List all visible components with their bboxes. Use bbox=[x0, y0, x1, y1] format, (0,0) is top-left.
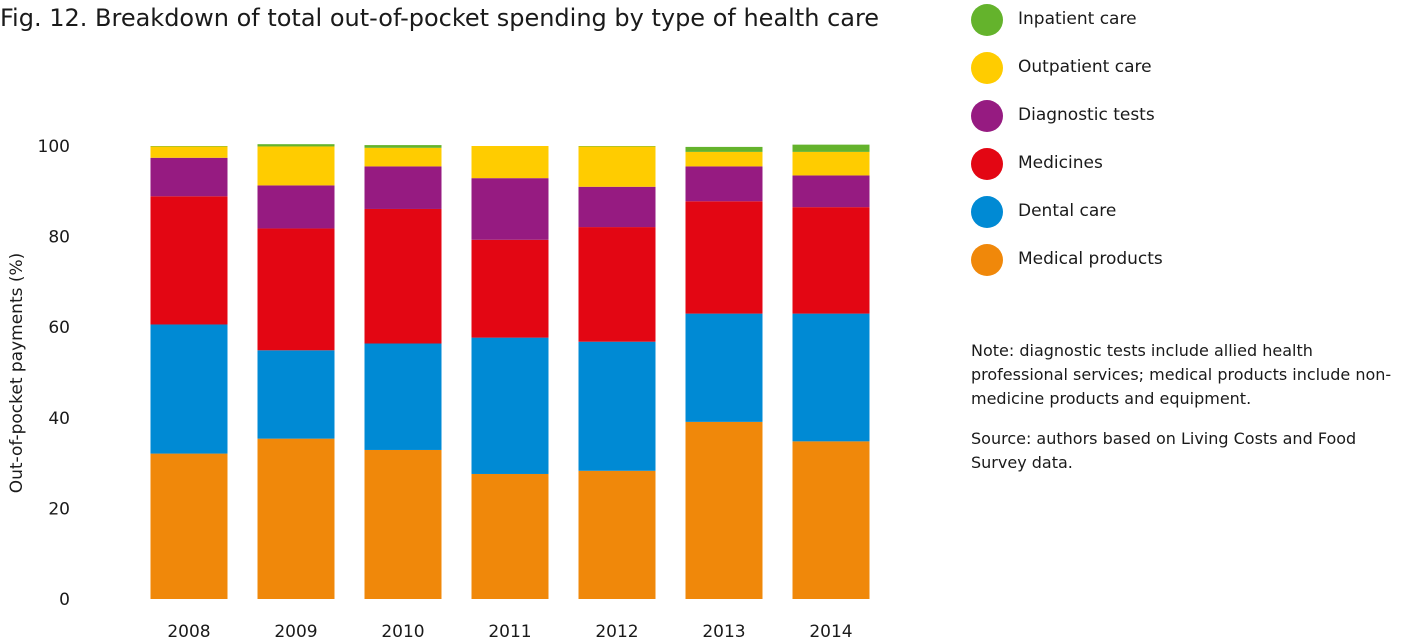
legend-swatch bbox=[971, 52, 1003, 84]
x-axis-ticks: 2008 2009 2010 2011 2012 2013 2014 bbox=[167, 622, 852, 640]
legend-swatch bbox=[971, 148, 1003, 180]
bar-segment-dental-care-2010 bbox=[364, 343, 442, 450]
bar-segment-medicines-2011 bbox=[471, 239, 549, 338]
y-tick-label: 60 bbox=[48, 318, 70, 338]
source-text: Source: authors based on Living Costs an… bbox=[971, 429, 1357, 472]
bar-segment-outpatient-care-2013 bbox=[685, 151, 763, 167]
bar-segment-medicines-2013 bbox=[685, 201, 763, 314]
x-tick-label: 2009 bbox=[274, 622, 317, 640]
bar-segment-outpatient-care-2010 bbox=[364, 147, 442, 167]
legend-swatch bbox=[971, 244, 1003, 276]
bar-segment-medicines-2008 bbox=[150, 196, 228, 325]
note-text: Note: diagnostic tests include allied he… bbox=[971, 341, 1392, 408]
bar-segment-dental-care-2014 bbox=[792, 313, 870, 442]
bar-segment-outpatient-care-2014 bbox=[792, 151, 870, 176]
bar-segment-medical-products-2012 bbox=[578, 470, 656, 599]
bar-segment-diagnostic-tests-2011 bbox=[471, 178, 549, 240]
x-tick-label: 2010 bbox=[381, 622, 424, 640]
y-tick-label: 80 bbox=[48, 228, 70, 248]
bar-segment-dental-care-2013 bbox=[685, 313, 763, 422]
y-axis-ticks: 0 20 40 60 80 100 bbox=[38, 137, 70, 610]
bar-segment-inpatient-care-2014 bbox=[792, 144, 870, 152]
bars bbox=[150, 144, 870, 599]
bar-segment-diagnostic-tests-2010 bbox=[364, 166, 442, 209]
bar-segment-diagnostic-tests-2014 bbox=[792, 175, 870, 208]
notes: Note: diagnostic tests include allied he… bbox=[971, 339, 1411, 491]
bar-segment-medicines-2010 bbox=[364, 208, 442, 344]
bar-segment-outpatient-care-2008 bbox=[150, 146, 228, 158]
bar-segment-medicines-2012 bbox=[578, 227, 656, 342]
bar-segment-medicines-2009 bbox=[257, 228, 335, 351]
legend-swatch bbox=[971, 4, 1003, 36]
legend-label: Diagnostic tests bbox=[1018, 105, 1155, 125]
bar-segment-diagnostic-tests-2012 bbox=[578, 186, 656, 228]
bar-segment-medical-products-2010 bbox=[364, 449, 442, 599]
x-tick-label: 2008 bbox=[167, 622, 210, 640]
bar-segment-dental-care-2009 bbox=[257, 350, 335, 439]
page-title: Fig. 12. Breakdown of total out-of-pocke… bbox=[0, 4, 880, 32]
legend-label: Medicines bbox=[1018, 153, 1103, 173]
bar-segment-inpatient-care-2009 bbox=[257, 144, 335, 147]
bar-segment-outpatient-care-2009 bbox=[257, 146, 335, 186]
x-tick-label: 2014 bbox=[809, 622, 852, 640]
bar-segment-medical-products-2009 bbox=[257, 438, 335, 599]
y-axis-label: Out-of-pocket payments (%) bbox=[7, 253, 27, 494]
legend-swatch bbox=[971, 100, 1003, 132]
bar-segment-medical-products-2014 bbox=[792, 441, 870, 599]
bar-segment-dental-care-2011 bbox=[471, 337, 549, 474]
legend-label: Dental care bbox=[1018, 201, 1117, 221]
y-tick-label: 0 bbox=[59, 590, 70, 610]
bar-segment-dental-care-2012 bbox=[578, 341, 656, 471]
y-tick-label: 20 bbox=[48, 499, 70, 519]
bar-segment-diagnostic-tests-2009 bbox=[257, 185, 335, 229]
bar-segment-medical-products-2013 bbox=[685, 421, 763, 599]
bar-segment-medical-products-2008 bbox=[150, 453, 228, 599]
x-tick-label: 2013 bbox=[702, 622, 745, 640]
bar-segment-outpatient-care-2011 bbox=[471, 146, 549, 179]
legend-label: Outpatient care bbox=[1018, 57, 1152, 77]
bar-segment-medicines-2014 bbox=[792, 207, 870, 314]
y-tick-label: 40 bbox=[48, 409, 70, 429]
legend-label: Medical products bbox=[1018, 249, 1163, 269]
bar-segment-inpatient-care-2010 bbox=[364, 145, 442, 148]
x-tick-label: 2011 bbox=[488, 622, 531, 640]
bar-segment-diagnostic-tests-2008 bbox=[150, 157, 228, 197]
legend-label: Inpatient care bbox=[1018, 9, 1137, 29]
x-tick-label: 2012 bbox=[595, 622, 638, 640]
bar-segment-inpatient-care-2013 bbox=[685, 146, 763, 152]
bar-segment-outpatient-care-2012 bbox=[578, 146, 656, 187]
bar-segment-medical-products-2011 bbox=[471, 473, 549, 599]
y-tick-label: 100 bbox=[38, 137, 70, 157]
bar-segment-diagnostic-tests-2013 bbox=[685, 166, 763, 202]
bar-segment-dental-care-2008 bbox=[150, 324, 228, 454]
legend-swatch bbox=[971, 196, 1003, 228]
